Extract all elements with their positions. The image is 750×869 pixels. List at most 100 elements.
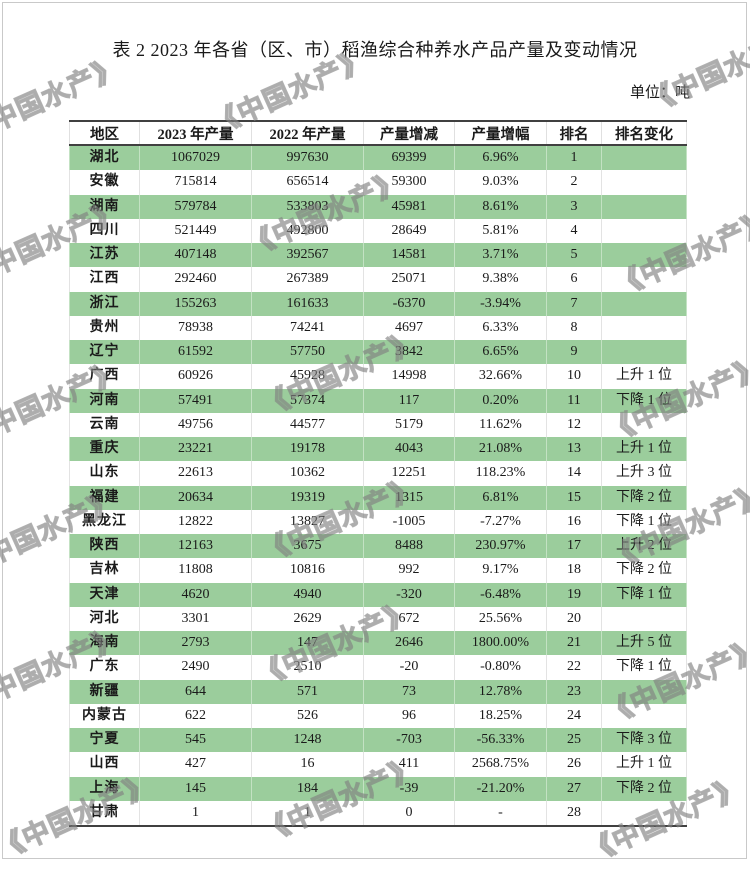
rank-change-cell	[601, 218, 687, 243]
page-title: 表 2 2023 年各省（区、市）稻渔综合种养水产品产量及变动情况	[112, 40, 638, 60]
table-row: 江西 292460 267389 25071 9.38% 6	[69, 267, 687, 292]
rank-change-cell	[601, 606, 687, 631]
rank-cell: 21	[546, 631, 602, 656]
rank-change-cell	[601, 145, 687, 171]
rank-change-cell: 上升 1 位	[601, 364, 687, 389]
production-2023-cell: 22613	[139, 461, 252, 486]
production-2023-cell: 23221	[139, 437, 252, 462]
production-2022-cell: 656514	[251, 170, 364, 195]
change-cell: 4043	[363, 437, 455, 462]
rank-change-cell: 上升 1 位	[601, 752, 687, 777]
table-row: 贵州 78938 74241 4697 6.33% 8	[69, 315, 687, 340]
production-2023-cell: 644	[139, 679, 252, 704]
growth-rate-cell: 32.66%	[454, 364, 547, 389]
rank-cell: 17	[546, 534, 602, 559]
production-2023-cell: 155263	[139, 291, 252, 316]
rank-change-cell	[601, 243, 687, 268]
production-2023-cell: 60926	[139, 364, 252, 389]
column-header-0: 地区	[69, 120, 140, 146]
change-cell: 69399	[363, 145, 455, 171]
table-row: 安徽 715814 656514 59300 9.03% 2	[69, 170, 687, 195]
change-cell: -6370	[363, 291, 455, 316]
rank-change-cell	[601, 267, 687, 292]
change-cell: 14998	[363, 364, 455, 389]
table-row: 四川 521449 492800 28649 5.81% 4	[69, 218, 687, 243]
region-cell: 湖北	[69, 145, 140, 171]
table-row: 广西 60926 45928 14998 32.66% 10 上升 1 位	[69, 364, 687, 389]
production-2023-cell: 78938	[139, 315, 252, 340]
column-header-1: 2023 年产量	[139, 120, 252, 146]
change-cell: 2646	[363, 631, 455, 656]
table-row: 内蒙古 622 526 96 18.25% 24	[69, 703, 687, 728]
growth-rate-cell: 118.23%	[454, 461, 547, 486]
table-header-row: 地区 2023 年产量 2022 年产量 产量增减 产量增幅 排名 排名变化	[69, 120, 687, 146]
table-row: 山东 22613 10362 12251 118.23% 14 上升 3 位	[69, 461, 687, 486]
growth-rate-cell: 11.62%	[454, 412, 547, 437]
production-2022-cell: 1248	[251, 728, 364, 753]
production-2022-cell: 184	[251, 776, 364, 801]
rank-change-cell	[601, 412, 687, 437]
production-2022-cell: 16	[251, 752, 364, 777]
table-row: 海南 2793 147 2646 1800.00% 21 上升 5 位	[69, 631, 687, 656]
growth-rate-cell: 6.65%	[454, 340, 547, 365]
production-2023-cell: 20634	[139, 485, 252, 510]
column-header-4: 产量增幅	[454, 120, 547, 146]
production-2023-cell: 4620	[139, 582, 252, 607]
production-2023-cell: 61592	[139, 340, 252, 365]
growth-rate-cell: 230.97%	[454, 534, 547, 559]
production-2022-cell: 526	[251, 703, 364, 728]
production-2022-cell: 74241	[251, 315, 364, 340]
growth-rate-cell: -56.33%	[454, 728, 547, 753]
rank-cell: 8	[546, 315, 602, 340]
rank-change-cell: 上升 2 位	[601, 534, 687, 559]
rank-cell: 16	[546, 509, 602, 534]
production-2023-cell: 57491	[139, 388, 252, 413]
change-cell: 1315	[363, 485, 455, 510]
rank-cell: 26	[546, 752, 602, 777]
unit-label: 单位：吨	[629, 85, 690, 101]
table-row: 吉林 11808 10816 992 9.17% 18 下降 2 位	[69, 558, 687, 583]
table-row: 上海 145 184 -39 -21.20% 27 下降 2 位	[69, 776, 687, 801]
region-cell: 新疆	[69, 679, 140, 704]
column-header-3: 产量增减	[363, 120, 455, 146]
rank-cell: 22	[546, 655, 602, 680]
production-2023-cell: 579784	[139, 194, 252, 219]
region-cell: 河北	[69, 606, 140, 631]
production-2022-cell: 3675	[251, 534, 364, 559]
production-2023-cell: 3301	[139, 606, 252, 631]
rank-cell: 20	[546, 606, 602, 631]
change-cell: 3842	[363, 340, 455, 365]
region-cell: 陕西	[69, 534, 140, 559]
change-cell: 45981	[363, 194, 455, 219]
change-cell: 117	[363, 388, 455, 413]
production-2022-cell: 2510	[251, 655, 364, 680]
rank-change-cell: 下降 1 位	[601, 582, 687, 607]
column-header-6: 排名变化	[601, 120, 687, 146]
production-2023-cell: 622	[139, 703, 252, 728]
change-cell: 411	[363, 752, 455, 777]
rank-cell: 4	[546, 218, 602, 243]
rank-cell: 19	[546, 582, 602, 607]
region-cell: 云南	[69, 412, 140, 437]
rank-cell: 15	[546, 485, 602, 510]
change-cell: -39	[363, 776, 455, 801]
region-cell: 贵州	[69, 315, 140, 340]
change-cell: 12251	[363, 461, 455, 486]
production-2023-cell: 11808	[139, 558, 252, 583]
region-cell: 广西	[69, 364, 140, 389]
rank-change-cell	[601, 340, 687, 365]
growth-rate-cell: 9.03%	[454, 170, 547, 195]
table-row: 广东 2490 2510 -20 -0.80% 22 下降 1 位	[69, 655, 687, 680]
rank-change-cell: 下降 1 位	[601, 655, 687, 680]
growth-rate-cell: 8.61%	[454, 194, 547, 219]
production-2022-cell: 13827	[251, 509, 364, 534]
growth-rate-cell: 6.33%	[454, 315, 547, 340]
growth-rate-cell: 2568.75%	[454, 752, 547, 777]
change-cell: -20	[363, 655, 455, 680]
region-cell: 天津	[69, 582, 140, 607]
rank-cell: 6	[546, 267, 602, 292]
table-header: 地区 2023 年产量 2022 年产量 产量增减 产量增幅 排名 排名变化	[69, 120, 687, 146]
region-cell: 安徽	[69, 170, 140, 195]
growth-rate-cell: 6.96%	[454, 145, 547, 171]
production-2023-cell: 407148	[139, 243, 252, 268]
